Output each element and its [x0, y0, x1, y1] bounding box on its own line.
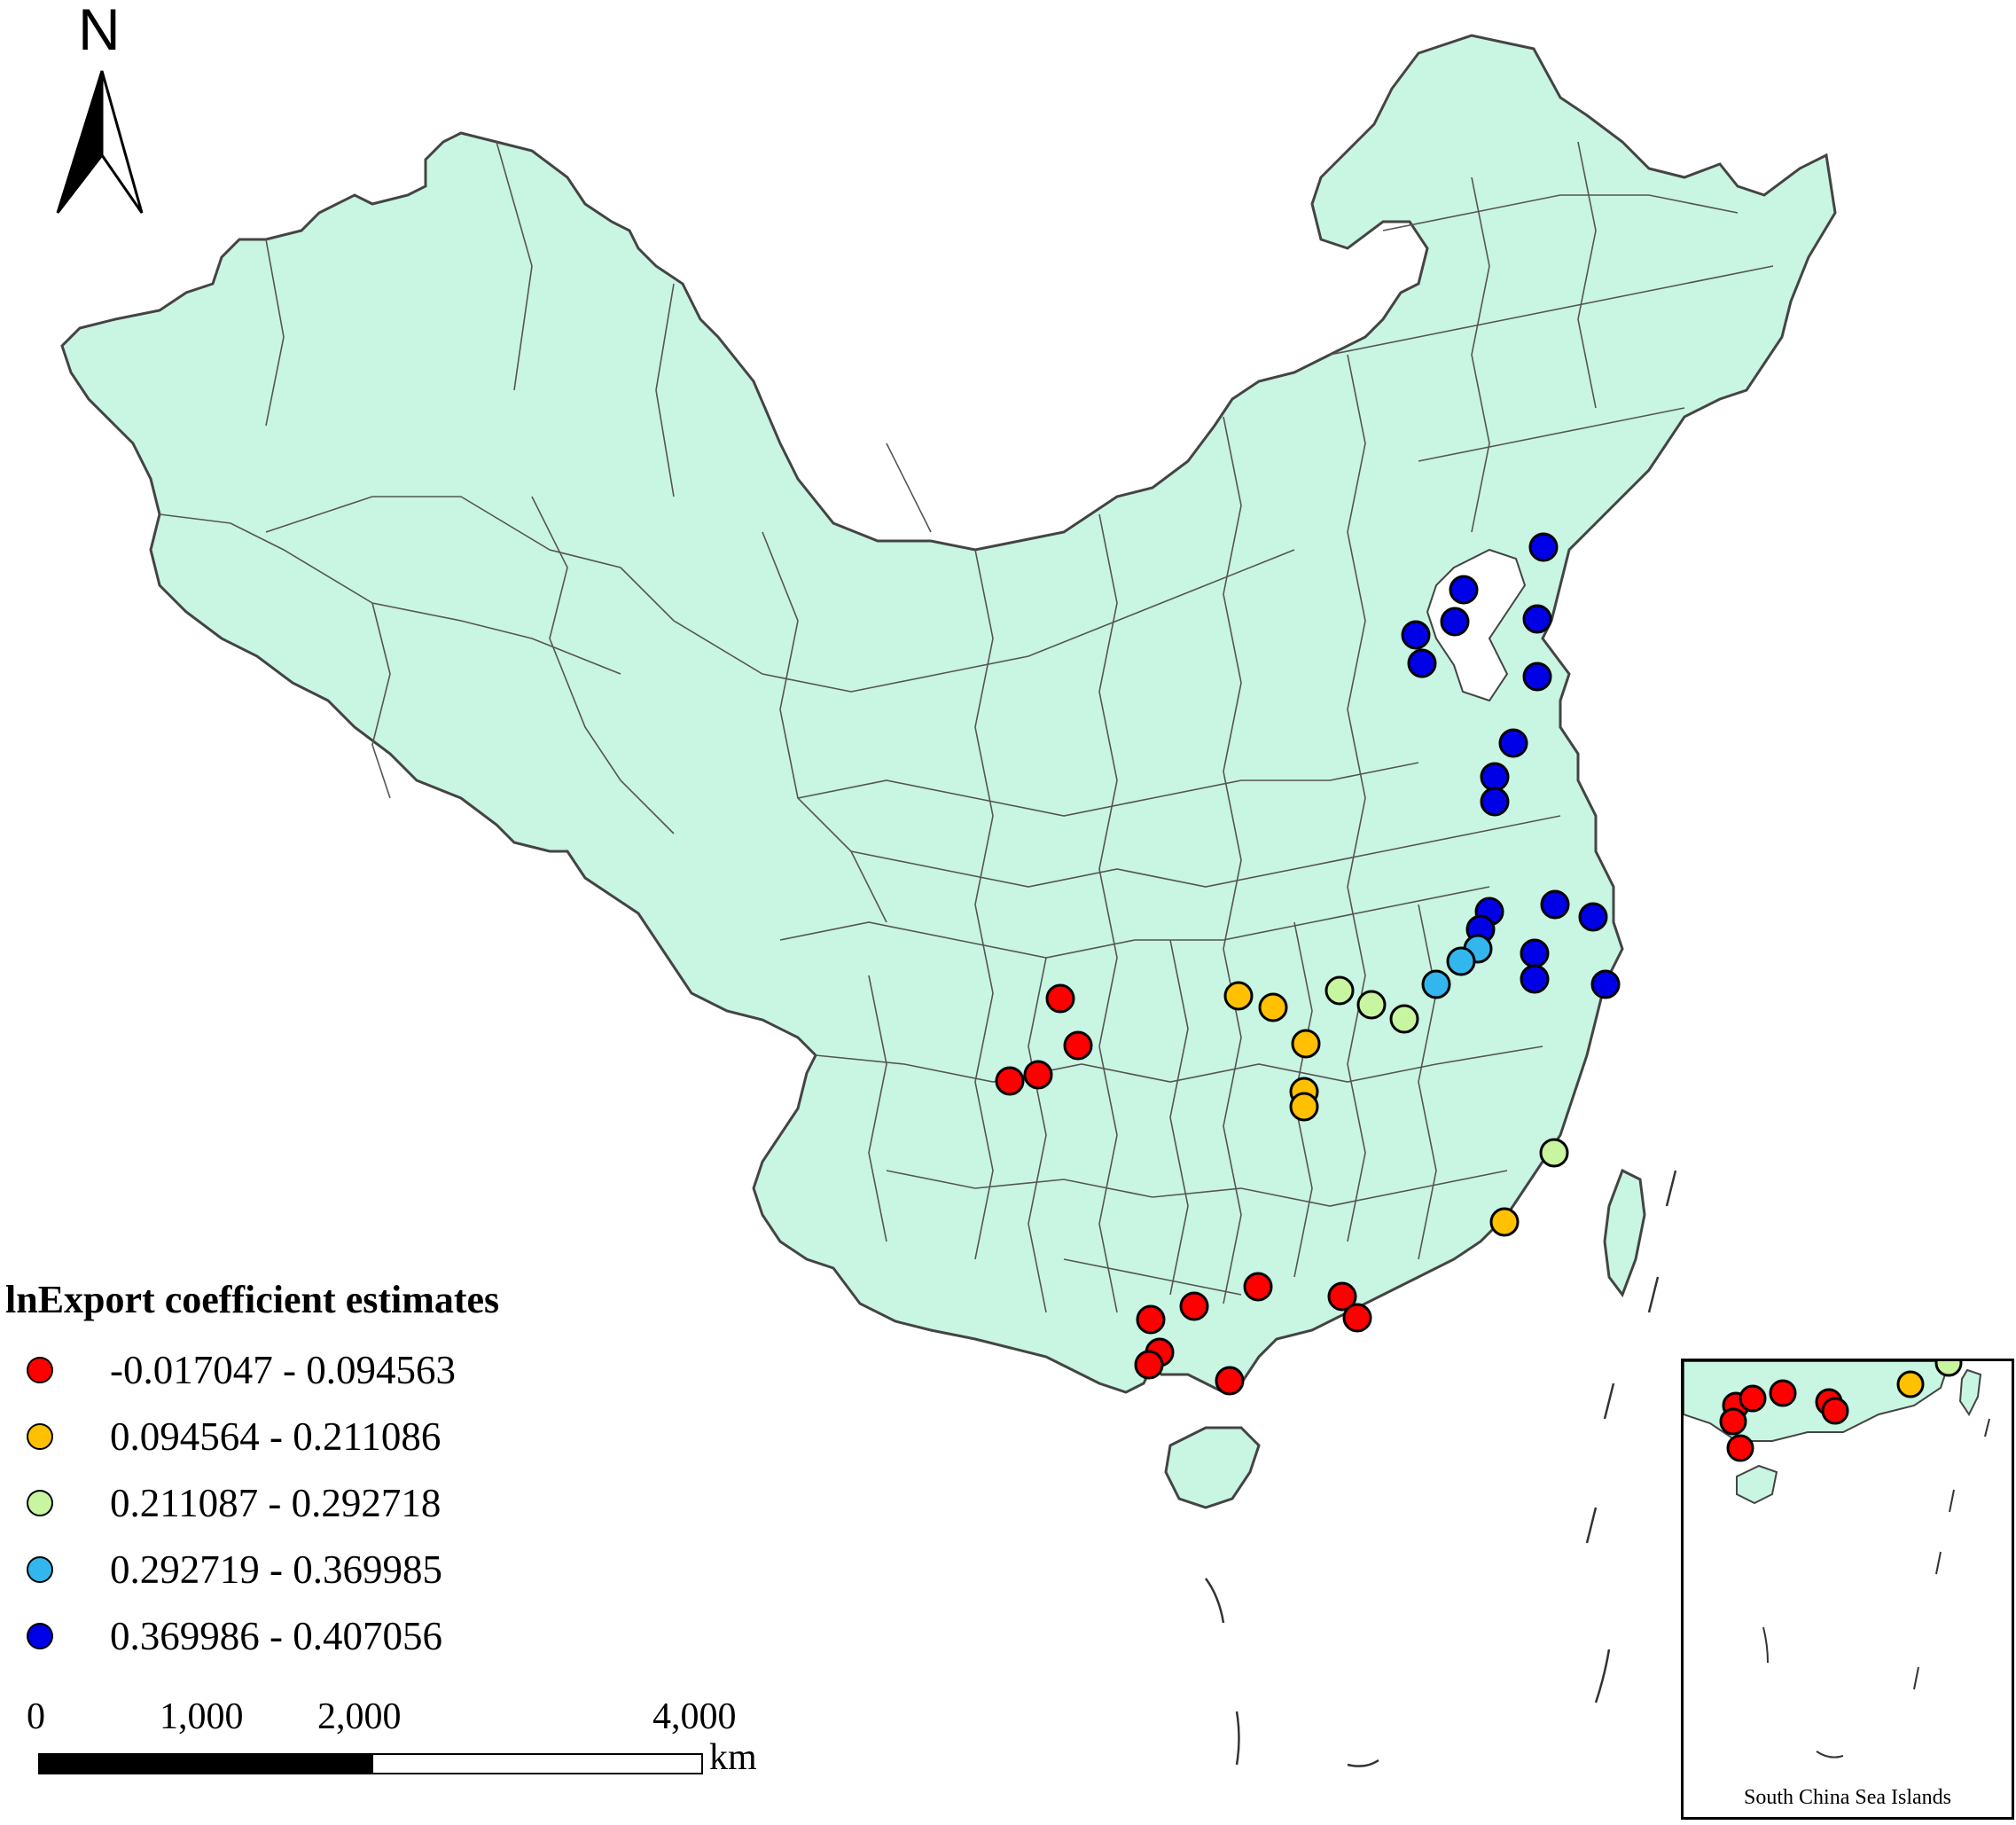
city-points-layer: [995, 532, 1621, 1396]
city-point: [1528, 532, 1559, 562]
scale-label-4000: 4,000: [652, 1696, 737, 1737]
legend-label: -0.017047 - 0.094563: [110, 1348, 456, 1392]
city-point: [1356, 990, 1387, 1020]
inset-hainan: [1736, 1464, 1778, 1505]
scale-label-2000: 2,000: [317, 1696, 402, 1737]
city-point: [1289, 1092, 1319, 1122]
legend-item-class-5: 0.369986 - 0.407056: [27, 1610, 442, 1663]
city-point: [1480, 787, 1510, 817]
city-point: [1522, 662, 1552, 692]
legend-title: lnExport coefficient estimates: [5, 1278, 500, 1321]
city-point: [1498, 728, 1528, 758]
city-point: [1520, 964, 1550, 994]
inset-points-layer: [1719, 1361, 1963, 1462]
city-point: [1540, 889, 1570, 920]
legend-item-class-4: 0.292719 - 0.369985: [27, 1543, 442, 1596]
scale-label-0: 0: [27, 1696, 45, 1737]
city-point: [1539, 1138, 1569, 1168]
city-point: [1063, 1030, 1093, 1061]
legend-label: 0.369986 - 0.407056: [110, 1614, 442, 1658]
legend-item-class-1: -0.017047 - 0.094563: [27, 1343, 456, 1397]
inset-city-point: [1934, 1361, 1963, 1377]
city-point: [1440, 607, 1470, 637]
city-point: [1480, 762, 1510, 792]
legend-swatch-orange: [27, 1423, 53, 1450]
mainland-china-landmass: [60, 34, 1837, 1394]
legend-label: 0.094564 - 0.211086: [110, 1414, 441, 1459]
city-point: [1407, 648, 1437, 678]
city-point: [1291, 1029, 1321, 1059]
city-point: [1258, 992, 1288, 1022]
city-point: [1324, 975, 1355, 1006]
city-point: [1578, 902, 1608, 932]
south-china-sea-inset: South China Sea Islands: [1681, 1359, 2014, 1820]
inset-taiwan: [1958, 1368, 1982, 1416]
scale-label-1000: 1,000: [160, 1696, 244, 1737]
city-point: [1223, 981, 1254, 1011]
internal-boundaries: [159, 141, 1774, 1313]
scale-bar: [38, 1753, 703, 1774]
city-point: [1522, 604, 1552, 634]
inset-map: [1684, 1361, 1990, 1758]
legend-swatch-light-blue: [27, 1556, 53, 1583]
city-point: [1243, 1272, 1273, 1302]
scale-unit: km: [709, 1737, 757, 1778]
inset-city-point: [1739, 1384, 1767, 1413]
legend-item-class-3: 0.211087 - 0.292718: [27, 1476, 441, 1530]
city-point: [1134, 1350, 1164, 1380]
legend-label: 0.211087 - 0.292718: [110, 1481, 441, 1525]
legend-swatch-blue: [27, 1623, 53, 1649]
taiwan-island: [1603, 1168, 1646, 1298]
legend-swatch-red: [27, 1357, 53, 1383]
legend-swatch-light-green: [27, 1490, 53, 1516]
city-point: [1489, 1207, 1520, 1237]
city-point: [1179, 1291, 1209, 1321]
city-point: [1446, 946, 1476, 976]
legend-item-class-2: 0.094564 - 0.211086: [27, 1410, 441, 1463]
city-point: [1136, 1304, 1166, 1335]
city-point: [1389, 1004, 1419, 1034]
inset-city-point: [1821, 1397, 1849, 1425]
inset-city-point: [1726, 1434, 1754, 1462]
inset-city-point: [1896, 1370, 1925, 1398]
city-point: [1590, 969, 1621, 999]
city-point: [1401, 620, 1431, 650]
inset-city-point: [1769, 1379, 1797, 1407]
city-point: [1045, 983, 1075, 1014]
inset-city-point: [1719, 1407, 1747, 1436]
hainan-island: [1164, 1426, 1261, 1509]
city-point: [995, 1066, 1025, 1096]
city-point: [1421, 969, 1451, 999]
city-point: [1327, 1281, 1357, 1312]
north-arrow: [56, 70, 144, 214]
city-point: [1023, 1060, 1053, 1090]
city-point: [1215, 1366, 1245, 1396]
city-point: [1342, 1303, 1372, 1333]
inset-label: South China Sea Islands: [1744, 1786, 1951, 1809]
city-point: [1449, 575, 1479, 605]
sea-boundary-dashes: [1204, 1170, 1677, 1767]
legend-label: 0.292719 - 0.369985: [110, 1547, 442, 1592]
north-letter: N: [78, 0, 121, 62]
city-point: [1520, 938, 1550, 968]
